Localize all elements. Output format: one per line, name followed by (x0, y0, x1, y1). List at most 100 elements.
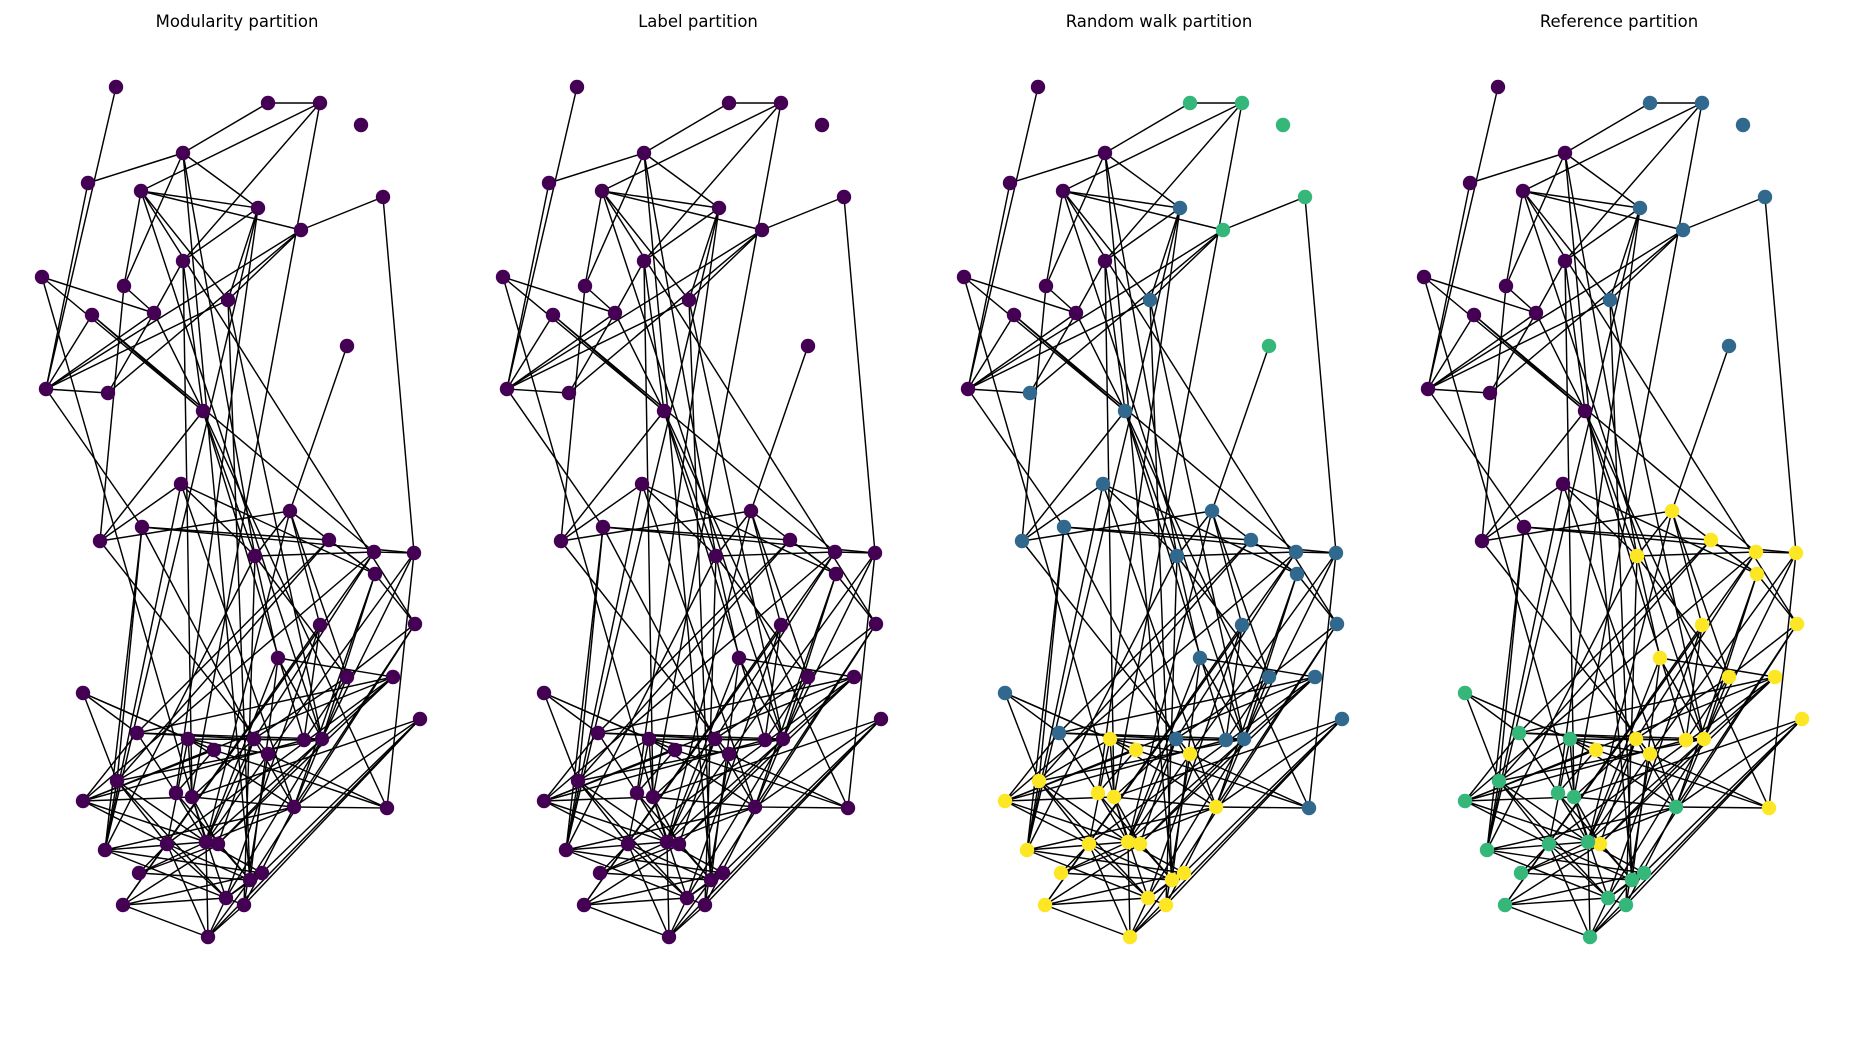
graph-node (679, 890, 695, 906)
graph-node (339, 338, 355, 354)
graph-node (1053, 865, 1069, 881)
graph-edge (782, 552, 876, 740)
graph-edge (207, 879, 251, 938)
graph-edge (602, 526, 716, 740)
graph-node (1602, 292, 1618, 308)
graph-edge (1004, 800, 1129, 843)
graph-node (1761, 800, 1777, 816)
graph-node (1749, 566, 1765, 582)
graph-edge (227, 299, 251, 881)
graph-edge (1564, 152, 1638, 557)
graph-node (1243, 532, 1259, 548)
graph-node (561, 385, 577, 401)
graph-node (1120, 834, 1136, 850)
graph-edge (1518, 732, 1705, 740)
graph-node (671, 836, 687, 852)
graph-edge (543, 692, 599, 734)
graph-edge (1175, 551, 1297, 740)
graph-edge (1308, 552, 1337, 809)
graph-node (1106, 789, 1122, 805)
graph-node (541, 175, 557, 191)
graph-edge (967, 312, 1077, 390)
graph-edge (1486, 849, 1645, 874)
graph-edge (1147, 624, 1243, 899)
graph-edge (663, 410, 766, 741)
graph-edge (1113, 796, 1217, 808)
graph-edge (1058, 676, 1316, 734)
graph-edge (1104, 207, 1181, 262)
graph-edge (1058, 732, 1245, 740)
graph-edge (1486, 526, 1525, 851)
graph-edge (1062, 190, 1181, 209)
graph-edge (1486, 207, 1641, 851)
graph-edge (1215, 738, 1245, 808)
graph-edge (835, 573, 877, 625)
graph-node (1550, 785, 1566, 801)
graph-edge (374, 573, 416, 625)
graph-edge (99, 540, 269, 755)
graph-edge (597, 732, 784, 740)
graph-edge (261, 718, 421, 874)
graph-node (131, 865, 147, 881)
graph-node (1703, 532, 1719, 548)
graph-node (576, 897, 592, 913)
graph-edge (754, 718, 882, 808)
graph-edge (1557, 792, 1633, 881)
graph-node (782, 532, 798, 548)
graph-edge (714, 676, 809, 740)
graph-node (1624, 872, 1640, 888)
graph-edge (1075, 260, 1106, 314)
graph-edge (565, 526, 604, 851)
graph-node (1515, 183, 1531, 199)
graph-edge (1675, 718, 1803, 808)
graph-node (1582, 929, 1598, 945)
graph-edge (45, 229, 302, 390)
graph-edge (300, 196, 384, 231)
graph-edge (1102, 483, 1178, 557)
graph-node (754, 222, 770, 238)
graph-edge (1038, 526, 1065, 782)
graph-edge (1486, 806, 1677, 851)
graph-edge (321, 552, 415, 740)
graph-node (1208, 799, 1224, 815)
graph-edge (1486, 841, 1589, 851)
graph-edge (1058, 539, 1252, 734)
graph-edge (1675, 806, 1770, 809)
graph-edge (122, 872, 263, 906)
graph-edge (243, 718, 421, 906)
graph-node (681, 292, 697, 308)
graph-edge (1063, 526, 1177, 740)
graph-edge (1129, 904, 1167, 938)
graph-edge (648, 738, 730, 755)
graph-edge (1481, 510, 1673, 542)
graph-edge (560, 410, 665, 542)
graph-edge (346, 623, 416, 678)
graph-edge (1149, 299, 1173, 881)
graph-node (108, 79, 124, 95)
graph-edge (293, 718, 421, 808)
graph-edge (166, 676, 394, 845)
graph-node (312, 617, 328, 633)
graph-node (636, 145, 652, 161)
graph-node (134, 519, 150, 535)
graph-edge (577, 780, 629, 845)
graph-edge (1296, 573, 1338, 625)
graph-edge (577, 526, 604, 782)
graph-edge (1710, 539, 1758, 575)
graph-edge (1522, 190, 1611, 301)
graph-node (645, 789, 661, 805)
graph-edge (643, 102, 782, 262)
graph-edge (1703, 676, 1730, 740)
graph-edge (1518, 676, 1776, 734)
graph-edge (1109, 738, 1191, 755)
graph-edge (1038, 780, 1090, 845)
graph-node (246, 731, 262, 747)
graph-node (1056, 519, 1072, 535)
graph-edge (601, 190, 720, 209)
graph-edge (1176, 555, 1201, 659)
graph-edge (627, 843, 712, 881)
graph-edge (1109, 738, 1115, 798)
graph-edge (568, 312, 616, 394)
graph-node (743, 503, 759, 519)
graph-node (247, 548, 263, 564)
